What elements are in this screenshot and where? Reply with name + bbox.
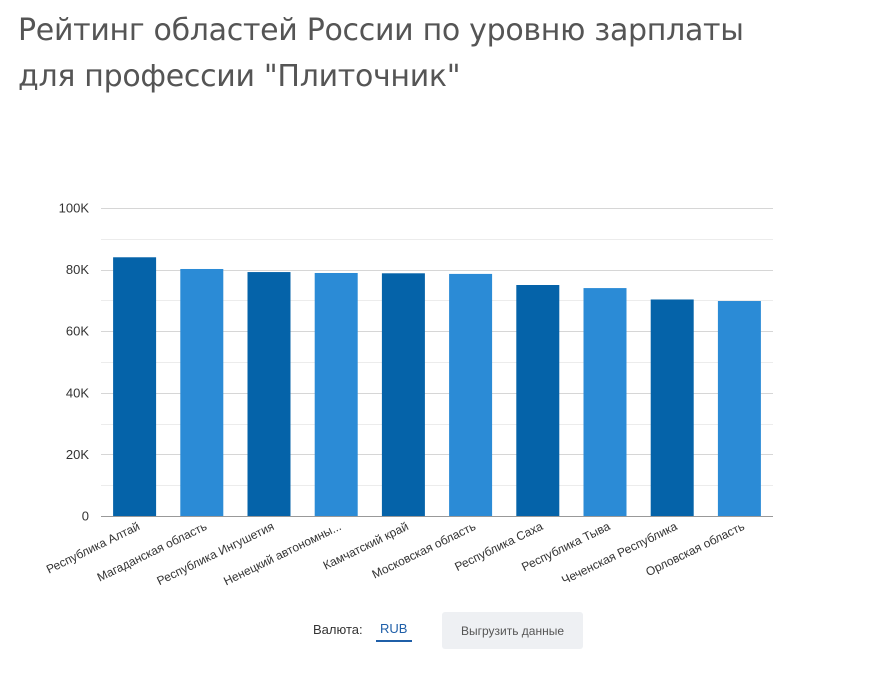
y-tick-label: 80K bbox=[66, 262, 89, 277]
bar[interactable] bbox=[381, 273, 425, 516]
y-tick-label: 60K bbox=[66, 324, 89, 339]
y-tick-label: 0 bbox=[82, 509, 89, 524]
x-tick-label: Республика Ингушетия bbox=[155, 519, 277, 588]
chart-controls: Валюта: RUB Выгрузить данные bbox=[0, 612, 880, 650]
y-tick-label: 20K bbox=[66, 447, 89, 462]
bar[interactable] bbox=[180, 268, 224, 516]
bar[interactable] bbox=[314, 272, 358, 516]
chart-bars bbox=[113, 257, 761, 516]
currency-select[interactable]: RUB bbox=[376, 620, 412, 642]
y-tick-label: 40K bbox=[66, 385, 89, 400]
bar-chart: 0 20K 40K 60K 80K 100K Республика АлтайМагада… bbox=[44, 201, 773, 588]
export-data-button[interactable]: Выгрузить данные bbox=[442, 612, 583, 649]
page-title: Рейтинг областей России по уровню зарпла… bbox=[18, 13, 744, 94]
y-tick-label: 100K bbox=[59, 201, 90, 216]
x-tick-label: Магаданская область bbox=[95, 519, 209, 584]
bar[interactable] bbox=[650, 299, 694, 516]
currency-label: Валюта: bbox=[313, 622, 363, 637]
x-tick-label: Ненецкий автономны... bbox=[221, 519, 343, 588]
y-axis-ticks: 0 20K 40K 60K 80K 100K bbox=[59, 201, 90, 524]
x-tick-label: Чеченская Республика bbox=[559, 519, 679, 587]
bar[interactable] bbox=[449, 273, 493, 516]
bar[interactable] bbox=[717, 301, 761, 516]
bar[interactable] bbox=[247, 272, 291, 516]
bar[interactable] bbox=[583, 288, 627, 516]
bar[interactable] bbox=[113, 257, 157, 516]
bar[interactable] bbox=[516, 285, 560, 516]
